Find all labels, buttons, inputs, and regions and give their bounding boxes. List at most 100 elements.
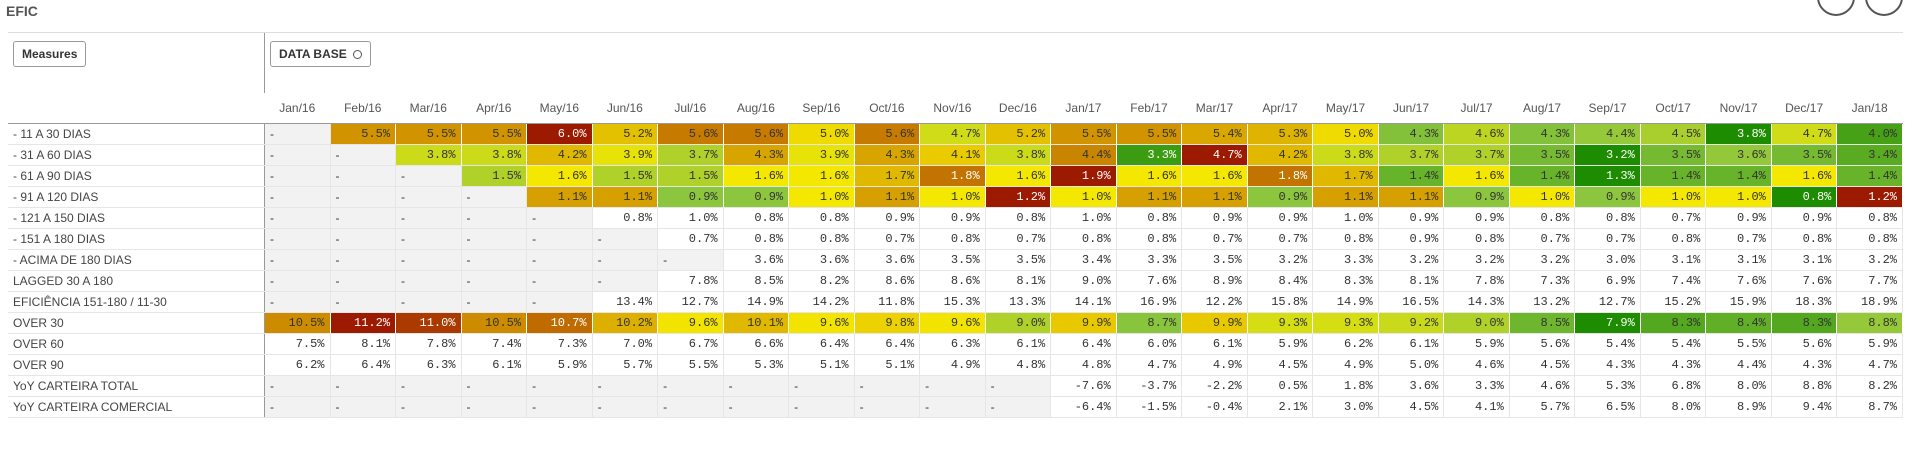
table-cell: 1.3%: [1574, 165, 1641, 187]
table-cell: 9.3%: [1247, 312, 1314, 334]
table-cell: 5.5%: [1116, 123, 1183, 145]
table-cell: 4.3%: [1574, 354, 1641, 376]
measures-button[interactable]: Measures: [13, 41, 87, 67]
table-cell: 9.8%: [854, 312, 921, 334]
table-cell: 9.0%: [985, 312, 1052, 334]
table-cell: 5.6%: [854, 123, 921, 145]
column-header: Sep/17: [1574, 93, 1641, 124]
table-cell: 5.5%: [1050, 123, 1117, 145]
table-cell: -1.5%: [1116, 396, 1183, 418]
table-cell: -: [395, 375, 462, 397]
table-cell: 4.4%: [1574, 123, 1641, 145]
table-cell: 1.1%: [526, 186, 593, 208]
table-cell: 6.0%: [1116, 333, 1183, 355]
table-row: YoY CARTEIRA COMERCIAL - - - - - - - - - - - - -6.4% -…: [8, 396, 1903, 418]
table-cell: 13.3%: [985, 291, 1052, 313]
column-header: Mar/16: [395, 93, 462, 124]
table-cell: 3.1%: [1640, 249, 1707, 271]
table-cell: 5.3%: [1574, 375, 1641, 397]
table-cell: 1.6%: [723, 165, 790, 187]
table-cell: -: [330, 228, 397, 250]
table-cell: 7.6%: [1771, 270, 1838, 292]
table-cell: 7.9%: [1574, 312, 1641, 334]
table-cell: -: [526, 270, 593, 292]
column-header: May/17: [1312, 93, 1379, 124]
table-cell: -: [330, 207, 397, 229]
table-cell: 11.8%: [854, 291, 921, 313]
column-header: Jan/16: [264, 93, 331, 124]
table-cell: 6.8%: [1640, 375, 1707, 397]
table-cell: 3.6%: [1705, 144, 1772, 166]
table-cell: 1.4%: [1509, 165, 1576, 187]
table-cell: -: [657, 249, 724, 271]
table-cell: 6.4%: [788, 333, 855, 355]
table-cell: -2.2%: [1181, 375, 1248, 397]
table-cell: 8.0%: [1640, 396, 1707, 418]
table-cell: 4.4%: [1705, 354, 1772, 376]
dimension-button[interactable]: DATA BASE: [270, 41, 371, 67]
table-cell: -: [330, 375, 397, 397]
table-cell: 8.3%: [1771, 312, 1838, 334]
table-cell: -: [264, 291, 331, 313]
table-cell: 6.4%: [1050, 333, 1117, 355]
table-cell: -: [461, 207, 528, 229]
table-cell: -: [395, 396, 462, 418]
table-cell: 14.2%: [788, 291, 855, 313]
row-label: EFICIÊNCIA 151-180 / 11-30: [8, 291, 265, 313]
column-header: May/16: [526, 93, 593, 124]
table-cell: 0.7%: [985, 228, 1052, 250]
table-cell: 15.2%: [1640, 291, 1707, 313]
icon-button[interactable]: [1817, 0, 1855, 16]
table-cell: 8.0%: [1705, 375, 1772, 397]
table-cell: 5.9%: [1443, 333, 1510, 355]
table-cell: 7.8%: [1443, 270, 1510, 292]
table-cell: 10.7%: [526, 312, 593, 334]
table-cell: 1.1%: [854, 186, 921, 208]
row-label: - 151 A 180 DIAS: [8, 228, 265, 250]
table-cell: 8.4%: [1705, 312, 1772, 334]
column-header: Feb/17: [1116, 93, 1182, 124]
table-row: - 11 A 30 DIAS -5.5% 5.5% 5.5% 6.0% 5.2% 5.6% 5…: [8, 123, 1903, 145]
table-cell: 0.9%: [1443, 207, 1510, 229]
table-cell: -: [461, 270, 528, 292]
table-cell: 1.1%: [592, 186, 659, 208]
table-cell: 0.9%: [919, 207, 986, 229]
table-cell: 5.2%: [985, 123, 1052, 145]
table-cell: 3.5%: [1640, 144, 1707, 166]
table-cell: 1.6%: [985, 165, 1052, 187]
column-header: Oct/17: [1640, 93, 1706, 124]
table-cell: 0.8%: [1771, 228, 1838, 250]
table-cell: 12.7%: [1574, 291, 1641, 313]
dimension-label: DATA BASE: [279, 47, 347, 61]
table-cell: 0.9%: [1247, 207, 1314, 229]
table-cell: 4.7%: [919, 123, 986, 145]
table-cell: 9.6%: [657, 312, 724, 334]
table-cell: 4.5%: [1640, 123, 1707, 145]
table-cell: -: [919, 396, 986, 418]
table-cell: 8.8%: [1771, 375, 1838, 397]
sheet-title: EFIC: [6, 3, 38, 19]
table-cell: 3.6%: [1378, 375, 1445, 397]
icon-button[interactable]: [1865, 0, 1903, 16]
table-cell: -7.6%: [1050, 375, 1117, 397]
table-cell: 0.7%: [657, 228, 724, 250]
table-cell: -: [330, 186, 397, 208]
table-cell: 3.4%: [1050, 249, 1117, 271]
table-row: OVER 60 7.5% 8.1% 7.8% 7.4% 7.3% 7.0% 6.7% 6.6% 6…: [8, 333, 1903, 355]
table-cell: 5.6%: [723, 123, 790, 145]
table-cell: 0.9%: [1771, 207, 1838, 229]
table-cell: 1.9%: [1050, 165, 1117, 187]
table-cell: 0.8%: [1640, 228, 1707, 250]
table-cell: 0.8%: [1836, 228, 1903, 250]
table-cell: 4.3%: [1771, 354, 1838, 376]
table-cell: 0.8%: [788, 228, 855, 250]
table-cell: 9.3%: [1312, 312, 1379, 334]
table-cell: 3.8%: [1705, 123, 1772, 145]
table-cell: 8.3%: [1312, 270, 1379, 292]
table-cell: 5.0%: [788, 123, 855, 145]
table-cell: 0.5%: [1247, 375, 1314, 397]
table-cell: -: [264, 165, 331, 187]
table-cell: -: [461, 291, 528, 313]
table-cell: 0.8%: [1312, 228, 1379, 250]
table-cell: 3.0%: [1312, 396, 1379, 418]
